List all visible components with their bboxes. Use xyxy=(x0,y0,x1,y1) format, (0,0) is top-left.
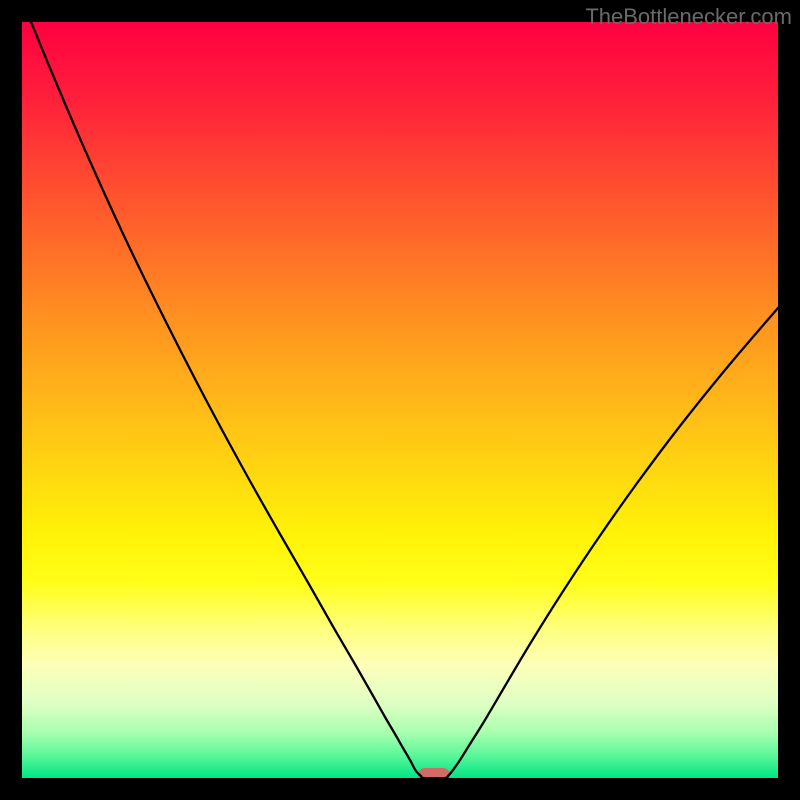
watermark-text: TheBottlenecker.com xyxy=(585,4,792,30)
chart-container: TheBottlenecker.com xyxy=(0,0,800,800)
bottleneck-chart xyxy=(0,0,800,800)
chart-gradient-background xyxy=(22,22,778,778)
